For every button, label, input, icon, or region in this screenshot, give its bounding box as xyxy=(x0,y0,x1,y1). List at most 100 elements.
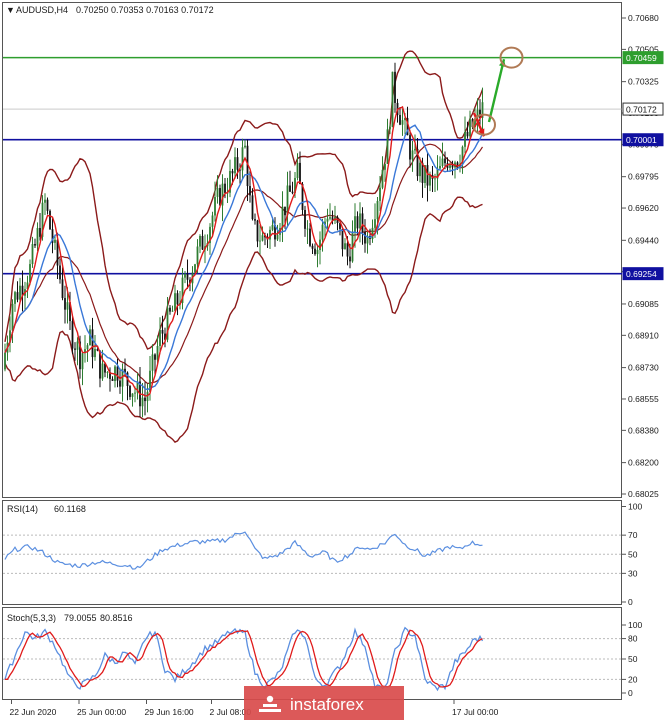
target-circle xyxy=(472,113,496,136)
rsi-tick-label: 30 xyxy=(628,568,638,578)
time-tick-label: 22 Jun 2020 xyxy=(10,707,57,717)
time-tick-label: 25 Jun 00:00 xyxy=(77,707,126,717)
candle xyxy=(186,259,189,289)
candle-body xyxy=(389,126,391,130)
candle xyxy=(401,108,404,136)
candle xyxy=(194,263,196,274)
candle-body xyxy=(121,368,124,387)
candle-body xyxy=(189,279,191,284)
candle xyxy=(71,315,74,355)
instaforex-logo-icon xyxy=(259,695,281,712)
stoch-tick-label: 50 xyxy=(628,654,638,664)
rsi-tick-label: 100 xyxy=(628,502,642,512)
candle-body xyxy=(251,195,254,220)
candle xyxy=(416,138,419,181)
price-header: ▼ AUDUSD,H4 0.70250 0.70353 0.70163 0.70… xyxy=(6,5,214,15)
level-tag-label: 0.70459 xyxy=(626,53,657,63)
candle xyxy=(119,368,121,394)
candle-body xyxy=(166,307,169,340)
candle xyxy=(426,151,429,202)
candle xyxy=(229,159,231,198)
candle-body xyxy=(461,146,464,165)
candle xyxy=(176,290,179,316)
level-tag-box xyxy=(622,51,664,65)
candle-body xyxy=(106,372,109,373)
candle-body xyxy=(91,329,94,358)
candle-body xyxy=(436,168,439,179)
candle-body xyxy=(324,221,326,225)
candle xyxy=(144,382,146,416)
candle-body xyxy=(49,210,51,230)
candle-body xyxy=(79,341,81,370)
candle-body xyxy=(56,239,59,266)
candle xyxy=(261,226,264,242)
candle-body xyxy=(134,392,136,394)
candle xyxy=(86,343,89,362)
stoch-signal-line xyxy=(5,629,483,688)
candle xyxy=(31,236,34,268)
level-tag-label: 0.69254 xyxy=(626,269,657,279)
candle xyxy=(331,210,334,225)
price-tick-label: 0.69085 xyxy=(628,299,659,309)
candle xyxy=(11,299,14,343)
candle xyxy=(74,342,76,361)
candle xyxy=(281,191,284,243)
candle-body xyxy=(144,397,146,402)
level-tag-box xyxy=(622,102,664,116)
candle-body xyxy=(376,200,379,220)
header-dropdown-icon[interactable]: ▼ xyxy=(6,5,15,15)
candle-body xyxy=(81,353,84,370)
candle-body xyxy=(424,165,426,183)
candle xyxy=(466,121,469,139)
candle-body xyxy=(96,349,99,351)
candle-body xyxy=(394,71,396,103)
candle-body xyxy=(199,236,201,247)
candle-body xyxy=(214,196,216,216)
candle-body xyxy=(131,393,134,397)
candle-body xyxy=(44,199,46,203)
candle xyxy=(324,217,326,238)
price-tick-label: 0.70325 xyxy=(628,77,659,87)
candle-body xyxy=(116,366,119,381)
candle xyxy=(51,218,54,254)
candle-body xyxy=(154,354,156,360)
price-tick-label: 0.68025 xyxy=(628,489,659,499)
price-tick-label: 0.70680 xyxy=(628,13,659,23)
candle-body xyxy=(276,234,279,240)
candle xyxy=(481,87,484,130)
candle-body xyxy=(414,148,416,151)
candle-body xyxy=(241,147,244,171)
candle xyxy=(476,98,479,133)
rsi-pane-frame xyxy=(2,500,622,605)
candle xyxy=(181,267,184,310)
time-axis: 22 Jun 2020 25 Jun 00:00 29 Jun 16:00 2 Jul… xyxy=(10,700,499,717)
candle-body xyxy=(221,183,224,206)
candle-body xyxy=(399,114,401,125)
stoch-name: Stoch(5,3,3) xyxy=(7,613,56,623)
candle-body xyxy=(401,120,404,125)
candle-body xyxy=(426,165,429,186)
time-tick-label: 17 Jul 00:00 xyxy=(452,707,499,717)
candle xyxy=(386,118,389,164)
candle xyxy=(129,384,131,400)
candle-body xyxy=(176,293,179,305)
level-tag-label: 0.70172 xyxy=(626,105,657,115)
rsi-series xyxy=(4,531,483,570)
candle-body xyxy=(429,175,431,186)
candle xyxy=(136,372,139,400)
candle xyxy=(26,275,29,298)
candle-body xyxy=(274,224,276,240)
price-tick-label: 0.70505 xyxy=(628,44,659,54)
candle-body xyxy=(16,292,19,300)
candle-body xyxy=(14,292,16,304)
candle-body xyxy=(249,186,251,196)
candle xyxy=(106,371,109,379)
candle-body xyxy=(406,118,409,136)
candle xyxy=(439,156,441,170)
candle xyxy=(59,258,61,284)
candle xyxy=(169,304,171,315)
candle xyxy=(234,147,236,179)
candle xyxy=(14,290,16,312)
stoch-header: Stoch(5,3,3) 79.0055 80.8516 xyxy=(7,613,133,623)
candle-body xyxy=(479,109,481,118)
